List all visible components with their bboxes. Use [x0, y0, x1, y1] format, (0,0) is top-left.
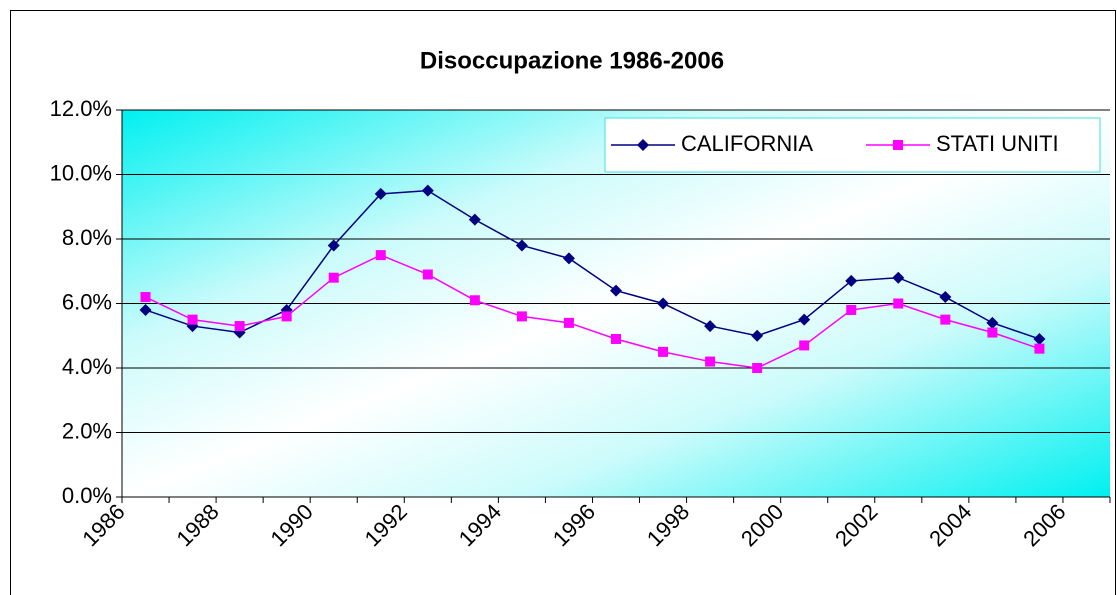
y-tick-label: 0.0%: [62, 483, 112, 508]
series-line: [145, 254, 1040, 369]
data-point: [374, 187, 387, 200]
data-point: [798, 313, 811, 326]
data-point: [799, 340, 810, 351]
data-point: [327, 239, 340, 252]
data-point: [469, 295, 480, 306]
data-point: [281, 311, 292, 322]
data-point: [187, 314, 198, 325]
legend-label: CALIFORNIA: [681, 131, 813, 156]
data-point: [657, 297, 670, 310]
y-tick-label: 8.0%: [62, 225, 112, 250]
data-point: [752, 363, 763, 373]
data-point: [516, 311, 527, 322]
data-point: [611, 333, 621, 344]
data-point: [328, 272, 339, 283]
data-point: [939, 291, 952, 304]
data-point: [375, 250, 386, 261]
data-point: [986, 316, 999, 329]
legend-marker: [893, 140, 903, 150]
y-tick-label: 10.0%: [50, 160, 112, 185]
data-point: [705, 356, 716, 367]
data-point: [515, 239, 528, 252]
legend-marker: [637, 139, 649, 151]
legend-label: STATI UNITI: [936, 131, 1059, 156]
data-point: [940, 314, 951, 325]
legend-box: [604, 117, 1101, 173]
data-point: [610, 284, 622, 297]
chart-title: Disoccupazione 1986-2006: [420, 47, 724, 74]
data-point: [987, 327, 998, 338]
data-point: [422, 269, 433, 280]
data-point: [1033, 332, 1046, 345]
data-point: [892, 271, 905, 284]
data-point: [704, 320, 717, 333]
data-point: [140, 292, 151, 303]
data-point: [563, 317, 574, 328]
series-line: [145, 189, 1040, 340]
y-tick-label: 6.0%: [62, 289, 112, 314]
data-point: [846, 304, 857, 315]
y-tick-label: 4.0%: [62, 354, 112, 379]
y-tick-label: 12.0%: [50, 96, 112, 121]
data-point: [845, 274, 858, 287]
data-point: [468, 213, 481, 226]
data-point: [421, 184, 434, 197]
data-point: [1034, 343, 1045, 354]
y-tick-label: 2.0%: [62, 418, 112, 443]
data-point: [234, 321, 245, 332]
data-point: [139, 303, 152, 316]
data-point: [751, 329, 764, 342]
data-point: [562, 252, 575, 265]
data-point: [893, 298, 904, 309]
data-point: [658, 346, 669, 357]
